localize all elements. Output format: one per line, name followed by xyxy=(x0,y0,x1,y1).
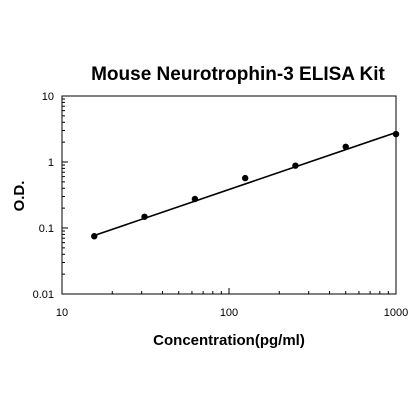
data-point xyxy=(191,195,199,203)
y-tick-label: 0.1 xyxy=(39,223,54,235)
x-tick-label: 100 xyxy=(220,307,238,319)
y-tick-label: 1 xyxy=(48,157,54,169)
x-axis-label: Concentration(pg/ml) xyxy=(153,332,305,349)
data-point xyxy=(141,213,148,220)
y-tick-label: 10 xyxy=(42,91,54,103)
data-point xyxy=(292,162,299,169)
chart-title: Mouse Neurotrophin-3 ELISA Kit xyxy=(91,64,385,85)
plot-area: 10 100 1000 0.01 0.1 1 10 xyxy=(33,91,409,319)
fit-line xyxy=(93,131,397,237)
data-point xyxy=(392,130,400,138)
data-point xyxy=(342,143,349,150)
x-tick-label: 10 xyxy=(56,307,68,319)
x-tick-label: 1000 xyxy=(384,307,408,319)
y-axis-label: O.D. xyxy=(11,181,28,212)
data-point xyxy=(241,174,249,182)
y-tick-label: 0.01 xyxy=(33,289,54,301)
data-point xyxy=(91,233,98,240)
plot-frame xyxy=(61,95,397,295)
